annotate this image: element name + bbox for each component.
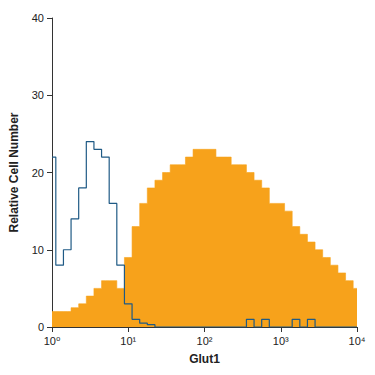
- svg-text:10: 10: [32, 244, 44, 256]
- svg-text:Relative Cell Number: Relative Cell Number: [7, 112, 21, 232]
- svg-text:10³: 10³: [273, 335, 289, 347]
- svg-text:0: 0: [38, 321, 44, 333]
- svg-text:10²: 10²: [197, 335, 213, 347]
- svg-text:40: 40: [32, 12, 44, 24]
- svg-text:30: 30: [32, 89, 44, 101]
- svg-text:Glut1: Glut1: [189, 352, 220, 366]
- svg-text:10¹: 10¹: [120, 335, 136, 347]
- svg-text:10⁴: 10⁴: [349, 335, 366, 347]
- svg-text:10⁰: 10⁰: [44, 335, 61, 347]
- svg-text:20: 20: [32, 167, 44, 179]
